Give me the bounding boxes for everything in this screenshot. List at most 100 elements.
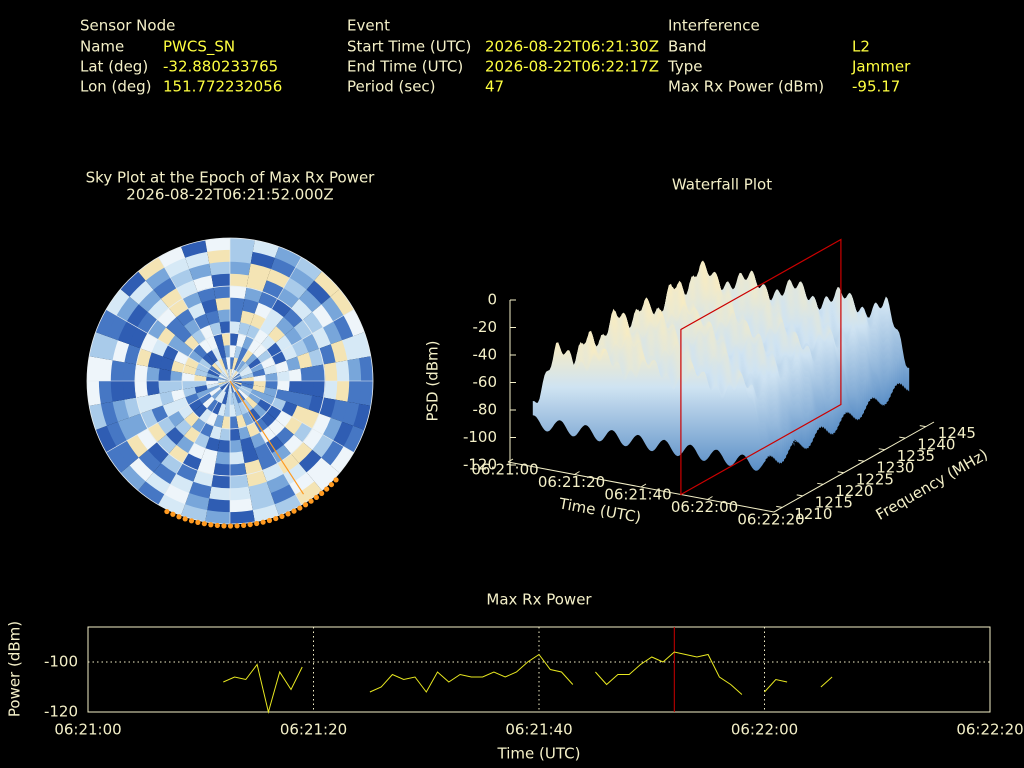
sky-cell <box>176 463 198 483</box>
sky-cell <box>252 368 266 377</box>
sky-cell <box>87 381 101 406</box>
field-label: Lat (deg) <box>80 58 148 76</box>
sky-cell <box>276 370 291 381</box>
sky-cell <box>147 298 169 320</box>
sky-cell <box>246 422 260 438</box>
sky-dot <box>214 522 220 529</box>
sky-cell <box>266 342 282 358</box>
y-tick <box>837 471 844 474</box>
sky-cell <box>230 381 243 386</box>
y-tick <box>858 459 865 462</box>
sky-dot <box>254 520 260 527</box>
sky-dot <box>308 498 314 504</box>
sky-cell <box>137 481 165 506</box>
sky-cell <box>263 364 278 375</box>
sky-cell <box>306 280 331 305</box>
sky-cell <box>240 385 253 394</box>
sky-cell <box>312 304 334 328</box>
y-tick-label: 1225 <box>856 470 894 488</box>
power-plot: Max Rx Power Time (UTC) Power (dBm) 06:21:0… <box>6 591 1024 763</box>
sky-cell <box>283 277 307 299</box>
sky-cell <box>174 419 192 437</box>
sky-cell <box>241 372 254 379</box>
sky-cell <box>95 309 117 337</box>
sky-cell <box>193 374 207 381</box>
sky-cell <box>241 399 254 413</box>
field-label: Lon (deg) <box>80 78 152 96</box>
sky-cell <box>209 321 222 337</box>
sky-cell <box>359 381 373 406</box>
sky-cell <box>146 366 160 381</box>
sky-cell <box>253 374 267 381</box>
sky-cell <box>314 271 340 297</box>
x-tick-label: 06:21:20 <box>538 473 605 491</box>
sky-cell <box>128 327 148 349</box>
sky-cell <box>98 381 113 404</box>
sky-cell <box>173 351 189 365</box>
sky-cell <box>262 279 284 299</box>
x-tick-label: 06:22:20 <box>956 721 1023 739</box>
sky-cell <box>207 368 220 377</box>
sky-cell <box>265 381 279 390</box>
sky-cell <box>122 381 137 400</box>
sky-cell <box>230 404 237 418</box>
sky-cell <box>265 435 284 454</box>
field-label: Period (sec) <box>347 78 436 96</box>
sky-cell <box>239 365 252 375</box>
chart-title: Waterfall Plot <box>672 176 772 194</box>
sky-cell <box>274 246 302 268</box>
sky-cell <box>271 298 292 318</box>
section-title: Interference <box>668 17 760 35</box>
sky-cell <box>261 356 276 369</box>
sky-cell <box>209 261 230 276</box>
sky-cell <box>312 364 326 381</box>
sky-cell <box>333 421 354 447</box>
sky-cell <box>159 356 174 371</box>
sky-cell <box>289 472 315 495</box>
sky-dot <box>188 518 195 524</box>
sky-cell <box>211 273 230 288</box>
sky-cell <box>189 263 212 281</box>
sky-cell <box>206 372 219 379</box>
sky-cell <box>205 310 220 325</box>
sky-dot <box>285 511 291 517</box>
sky-cell <box>291 442 313 464</box>
sky-spoke <box>106 309 231 382</box>
sky-cell <box>225 356 230 370</box>
sky-cell <box>277 287 300 308</box>
sky-cell <box>217 378 230 381</box>
sky-cell <box>206 399 219 413</box>
sky-cell <box>221 416 230 430</box>
sky-cell <box>117 321 138 345</box>
sky-cell <box>232 392 239 405</box>
sky-cell <box>277 454 300 475</box>
sky-dot <box>324 486 330 492</box>
sky-cell <box>248 392 262 405</box>
sky-cell <box>234 358 243 371</box>
sky-cell <box>147 422 167 443</box>
sky-cell <box>240 368 253 377</box>
sky-cell <box>241 376 255 381</box>
sky-cell <box>253 417 269 433</box>
sky-cell <box>158 381 172 394</box>
plot-frame <box>87 626 991 713</box>
sky-cell <box>138 449 162 473</box>
z-axis-label: PSD (dBm) <box>424 340 442 421</box>
sky-cell <box>200 324 214 340</box>
sky-cell <box>120 465 146 491</box>
sky-cell <box>123 344 141 365</box>
sky-cell <box>221 332 230 346</box>
sky-cell <box>312 434 334 458</box>
sky-cell <box>276 381 291 392</box>
sky-cell <box>271 397 287 411</box>
sky-cell <box>219 373 230 381</box>
sky-cell <box>207 385 220 394</box>
sky-cell <box>306 457 331 482</box>
sky-cell <box>248 357 262 370</box>
sky-cell <box>312 381 326 398</box>
field-label: Start Time (UTC) <box>347 38 471 56</box>
x-tick <box>574 471 580 475</box>
sky-cell <box>106 421 127 447</box>
sky-cell <box>330 446 355 474</box>
x-tick-label: 06:21:20 <box>280 721 347 739</box>
